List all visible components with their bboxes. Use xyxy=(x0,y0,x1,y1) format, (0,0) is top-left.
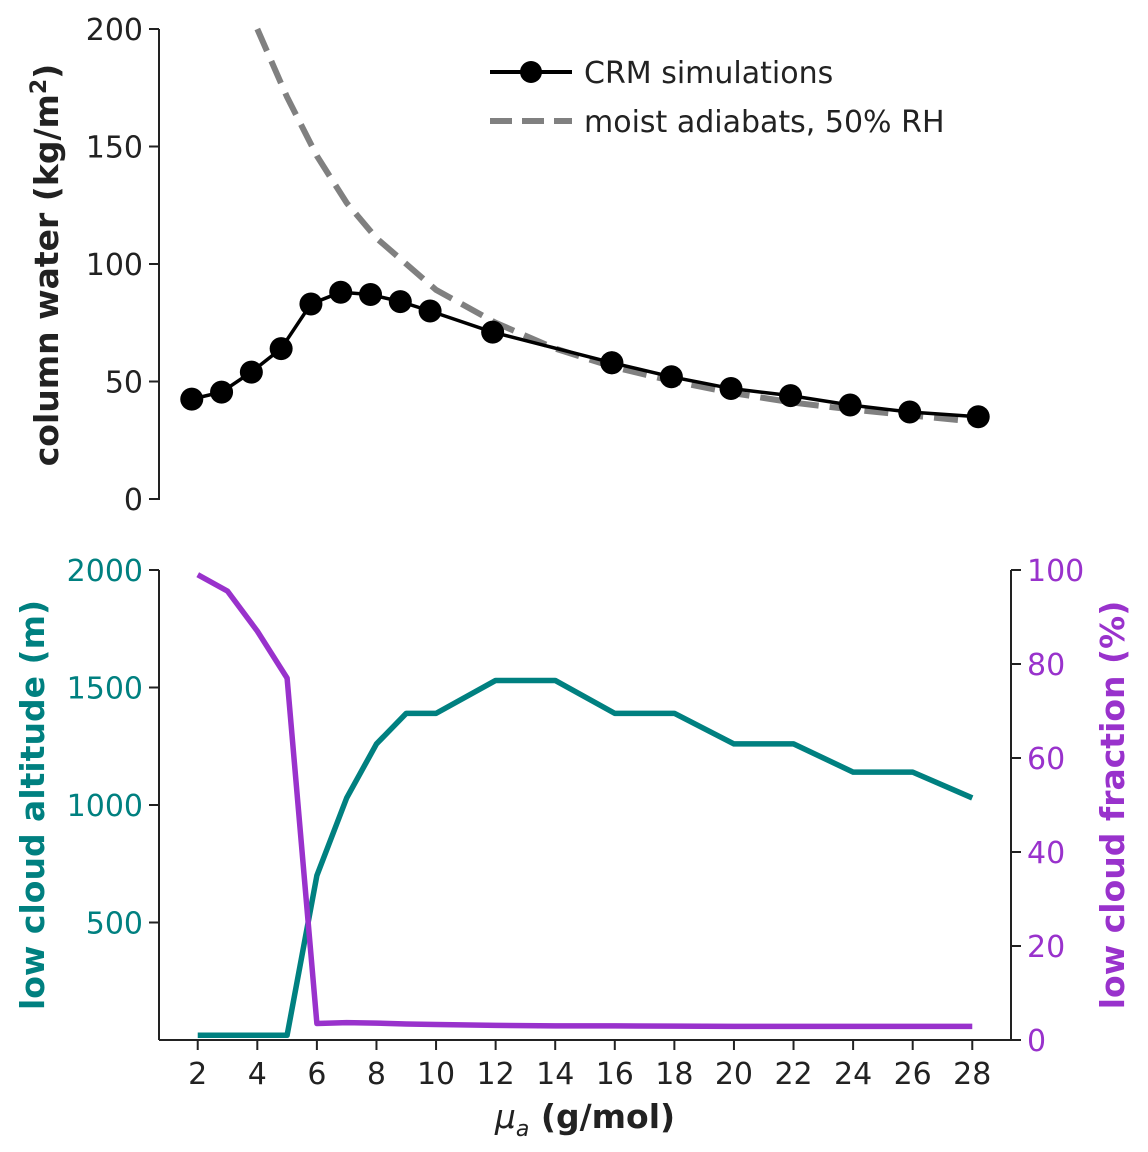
x-tick-label: 12 xyxy=(477,1057,515,1092)
column-water-y-label-main: column water (kg/m xyxy=(27,94,66,466)
crm-marker xyxy=(180,387,204,411)
altitude-y-tick-label: 500 xyxy=(86,907,143,942)
crm-marker xyxy=(418,299,442,323)
low-cloud-fraction-line xyxy=(196,572,973,1030)
altitude-y-tick-label: 2000 xyxy=(67,554,143,589)
crm-marker xyxy=(359,283,383,307)
x-tick-label: 14 xyxy=(536,1057,574,1092)
legend-crm-marker xyxy=(520,61,542,83)
low-cloud-series xyxy=(196,572,974,1039)
x-tick-label: 24 xyxy=(834,1057,872,1092)
x-tick-label: 6 xyxy=(307,1057,326,1092)
legend-crm-label: CRM simulations xyxy=(584,56,833,91)
low-cloud-altitude-line xyxy=(197,677,974,1039)
crm-marker xyxy=(388,290,412,314)
x-tick-label: 22 xyxy=(774,1057,812,1092)
fraction-y-tick-label: 100 xyxy=(1027,554,1084,589)
x-axis-label: μa (g/mol) xyxy=(494,1097,675,1142)
crm-marker xyxy=(719,377,743,401)
fraction-y-tick-label: 40 xyxy=(1027,836,1065,871)
crm-marker xyxy=(898,400,922,424)
x-tick-label: 20 xyxy=(715,1057,753,1092)
crm-marker xyxy=(838,393,862,417)
column-water-y-label-sup: 2 xyxy=(27,79,52,94)
crm-marker xyxy=(600,351,624,375)
x-ticks: 2 4 6 8 10 12 14 16 18 20 22 24 26 28 xyxy=(188,1040,991,1092)
crm-marker xyxy=(966,405,990,429)
moist-adiabat-line xyxy=(254,27,973,425)
altitude-y-tick-label: 1500 xyxy=(67,672,143,707)
x-label-sub: a xyxy=(516,1117,529,1142)
crm-marker xyxy=(239,360,263,384)
legend-adiabat-label: moist adiabats, 50% RH xyxy=(584,105,945,140)
altitude-y-ticks: 500 1000 1500 2000 xyxy=(67,554,159,942)
crm-marker xyxy=(269,337,293,361)
column-water-y-tick-label: 50 xyxy=(105,366,143,401)
x-tick-label: 16 xyxy=(596,1057,634,1092)
x-tick-label: 10 xyxy=(417,1057,455,1092)
column-water-series xyxy=(180,27,990,429)
column-water-y-label: column water (kg/m2) xyxy=(27,64,66,467)
crm-marker xyxy=(329,280,353,304)
x-tick-label: 4 xyxy=(248,1057,267,1092)
fraction-y-tick-label: 0 xyxy=(1027,1024,1046,1059)
column-water-y-tick-label: 200 xyxy=(86,13,143,48)
column-water-y-tick-label: 100 xyxy=(86,248,143,283)
x-label-symbol: μ xyxy=(494,1097,516,1136)
column-water-y-tick-label: 0 xyxy=(124,483,143,518)
x-tick-label: 18 xyxy=(655,1057,693,1092)
x-tick-label: 2 xyxy=(188,1057,207,1092)
x-tick-label: 26 xyxy=(894,1057,932,1092)
column-water-y-ticks: 0 50 100 150 200 xyxy=(86,13,159,518)
x-tick-label: 28 xyxy=(953,1057,991,1092)
crm-marker xyxy=(659,365,683,389)
column-water-panel: 0 50 100 150 200 column water (kg/m2) CRM si… xyxy=(27,13,990,518)
column-water-y-label-close: ) xyxy=(27,64,66,79)
x-tick-label: 8 xyxy=(367,1057,386,1092)
crm-marker xyxy=(210,380,234,404)
fraction-y-label: low cloud fraction (%) xyxy=(1093,601,1132,1010)
fraction-y-tick-label: 60 xyxy=(1027,742,1065,777)
crm-marker xyxy=(779,384,803,408)
legend: CRM simulations moist adiabats, 50% RH xyxy=(490,56,945,140)
crm-marker xyxy=(481,320,505,344)
fraction-y-ticks: 0 20 40 60 80 100 xyxy=(1011,554,1084,1059)
fraction-y-tick-label: 80 xyxy=(1027,648,1065,683)
fraction-y-tick-label: 20 xyxy=(1027,930,1065,965)
altitude-y-tick-label: 1000 xyxy=(67,789,143,824)
altitude-y-label: low cloud altitude (m) xyxy=(13,600,52,1010)
crm-marker xyxy=(299,292,323,316)
column-water-y-tick-label: 150 xyxy=(86,131,143,166)
x-label-rest: (g/mol) xyxy=(529,1097,675,1136)
